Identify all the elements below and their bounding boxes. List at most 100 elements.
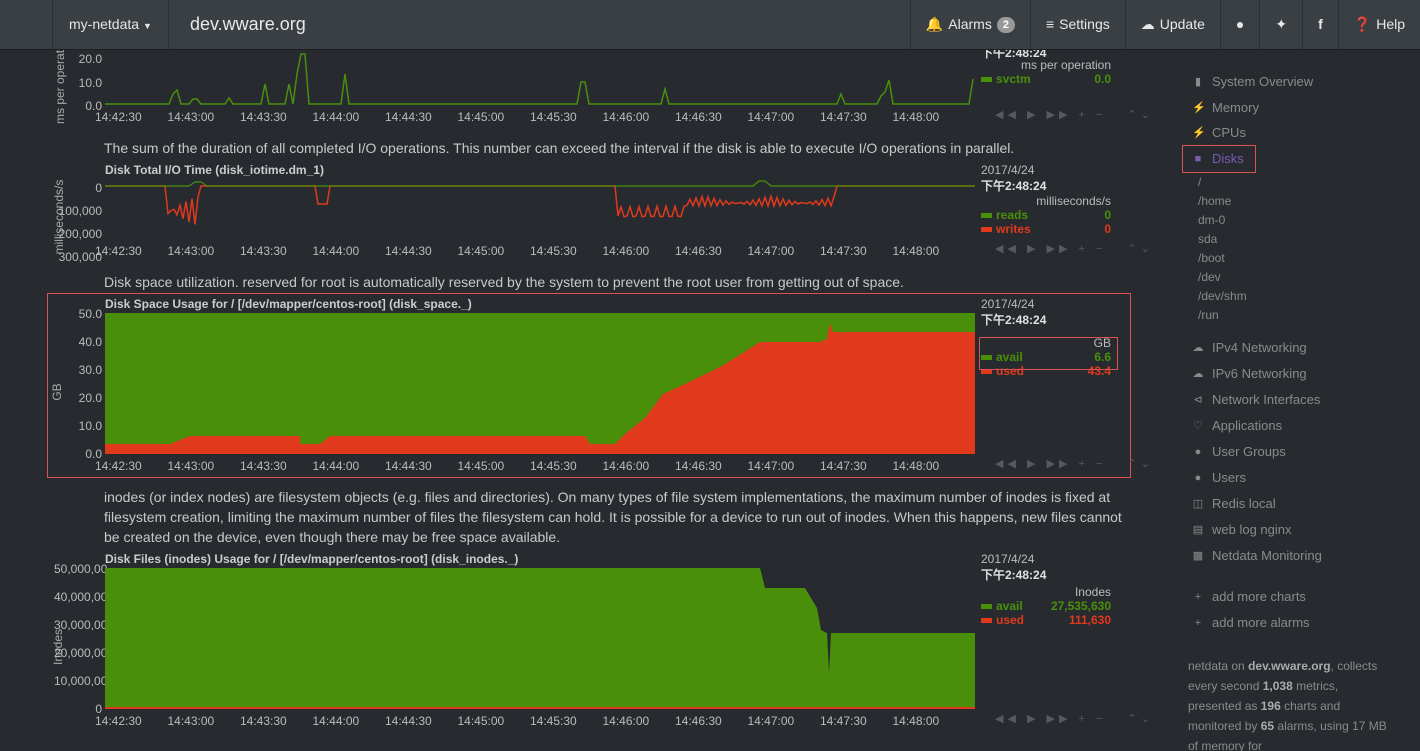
sidebar-item-user-groups[interactable]: ● User Groups xyxy=(1192,444,1286,459)
x-tick: 14:46:30 xyxy=(675,244,722,258)
disk-subitem[interactable]: /dev xyxy=(1198,270,1221,284)
legend-swatch xyxy=(981,212,992,218)
iotime-legend: 2017/4/24 下午2:48:24 milliseconds/s reads… xyxy=(981,163,1111,236)
sidebar-item-ipv6[interactable]: ☁ IPv6 Networking xyxy=(1192,366,1307,381)
update-button[interactable]: ☁ Update xyxy=(1124,0,1220,49)
disks-highlight xyxy=(1182,145,1256,173)
legend-row[interactable]: reads 0 xyxy=(981,208,1111,222)
space-chart[interactable] xyxy=(105,313,975,454)
bookmark-icon: ▮ xyxy=(1194,76,1202,88)
github-button[interactable]: ● xyxy=(1219,0,1259,49)
sidebar-item-memory[interactable]: ⚡ Memory xyxy=(1192,100,1259,115)
legend-swatch xyxy=(981,368,992,374)
space-legend-highlight xyxy=(979,337,1118,370)
disk-subitem[interactable]: /home xyxy=(1198,194,1232,208)
svctm-legend: 下午2:48:24 ms per operation svctm 0.0 xyxy=(981,50,1111,86)
settings-button[interactable]: ≡ Settings xyxy=(1029,0,1125,49)
legend-name: avail xyxy=(996,350,1023,364)
disk-subitem[interactable]: /dev/shm xyxy=(1198,289,1247,303)
chart-toolbar[interactable]: ◀◀ ▶ ▶▶ + − ⌃⌄ xyxy=(995,109,1154,121)
twitter-button[interactable]: ✦ xyxy=(1259,0,1302,49)
sidebar-item-redis[interactable]: ◫ Redis local xyxy=(1192,496,1276,511)
facebook-button[interactable]: f xyxy=(1302,0,1338,49)
legend-row[interactable]: avail 27,535,630 xyxy=(981,599,1111,613)
x-tick: 14:44:00 xyxy=(312,244,360,258)
x-tick: 14:44:30 xyxy=(385,244,432,258)
add-more-alarms-link[interactable]: + add more alarms xyxy=(1192,615,1310,630)
users-icon: ● xyxy=(1194,445,1202,458)
legend-swatch xyxy=(981,226,992,232)
legend-value: 43.4 xyxy=(1087,364,1111,378)
add-more-charts-link[interactable]: + add more charts xyxy=(1192,589,1306,604)
disk-subitem[interactable]: /run xyxy=(1198,308,1219,322)
x-tick: 14:45:30 xyxy=(530,110,577,124)
sidebar-item-network-interfaces[interactable]: ⊲ Network Interfaces xyxy=(1192,392,1320,407)
iotime-chart[interactable] xyxy=(105,176,975,240)
disk-subitem[interactable]: dm-0 xyxy=(1198,213,1226,227)
sidebar-item-users[interactable]: ● Users xyxy=(1192,470,1246,485)
chart-toolbar[interactable]: ◀◀ ▶ ▶▶ + − ⌃⌄ xyxy=(995,458,1154,470)
sidebar-item-label: web log nginx xyxy=(1212,522,1292,537)
legend-row[interactable]: avail 6.6 xyxy=(981,350,1111,364)
inodes-chart[interactable] xyxy=(105,568,975,709)
sidebar-item-label: Applications xyxy=(1212,418,1283,433)
x-tick: 14:47:30 xyxy=(820,459,867,473)
chart-toolbar[interactable]: ◀◀ ▶ ▶▶ + − ⌃⌄ xyxy=(995,713,1154,725)
y-tick: 50,000,00 xyxy=(54,562,108,576)
bolt-icon: ⚡ xyxy=(1192,102,1206,114)
x-tick: 14:45:00 xyxy=(457,714,505,728)
legend-row[interactable]: used 43.4 xyxy=(981,364,1111,378)
sidebar-item-web-log[interactable]: ▤ web log nginx xyxy=(1192,522,1292,537)
inodes-x-axis: 14:42:30 14:43:00 14:43:30 14:44:00 14:44:30… xyxy=(0,714,1000,728)
sidebar-item-label: Redis local xyxy=(1212,496,1276,511)
x-tick: 14:46:30 xyxy=(675,459,722,473)
sidebar-item-netdata-monitoring[interactable]: ▩ Netdata Monitoring xyxy=(1192,548,1322,563)
x-tick: 14:42:30 xyxy=(95,714,142,728)
sidebar-item-label: Disks xyxy=(1212,151,1244,166)
y-tick: 300,000 xyxy=(58,250,102,264)
disk-subitem[interactable]: sda xyxy=(1198,232,1218,246)
legend-value: 111,630 xyxy=(1068,613,1111,627)
footer-host: dev.wware.org xyxy=(1248,659,1331,673)
sidebar-item-ipv4[interactable]: ☁ IPv4 Networking xyxy=(1192,340,1307,355)
server-menu-label: my-netdata xyxy=(69,16,140,32)
server-menu-button[interactable]: my-netdata ▼ xyxy=(52,0,169,49)
sidebar-item-label: CPUs xyxy=(1212,125,1246,140)
user-icon: ● xyxy=(1194,471,1202,484)
chart-toolbar[interactable]: ◀◀ ▶ ▶▶ + − ⌃⌄ xyxy=(995,243,1154,255)
y-tick: 0.0 xyxy=(85,447,102,461)
legend-row[interactable]: svctm 0.0 xyxy=(981,72,1111,86)
space-description: Disk space utilization. reserved for roo… xyxy=(104,274,904,290)
y-tick: 50.0 xyxy=(78,307,102,321)
sidebar-item-cpus[interactable]: ⚡ CPUs xyxy=(1192,125,1246,140)
cloud-icon: ☁ xyxy=(1192,342,1204,354)
legend-row[interactable]: writes 0 xyxy=(981,222,1111,236)
disk-subitem[interactable]: / xyxy=(1198,175,1202,189)
disk-subitem[interactable]: /boot xyxy=(1198,251,1225,265)
x-tick: 14:44:00 xyxy=(312,459,360,473)
x-tick: 14:47:00 xyxy=(747,714,795,728)
sidebar-item-label: IPv6 Networking xyxy=(1212,366,1307,381)
x-tick: 14:45:30 xyxy=(530,459,577,473)
sidebar-item-system-overview[interactable]: ▮ System Overview xyxy=(1192,74,1313,89)
alarms-button[interactable]: 🔔 Alarms 2 xyxy=(909,0,1030,49)
y-tick: 20,000,00 xyxy=(54,646,108,660)
legend-value: 27,535,630 xyxy=(1050,599,1111,613)
svctm-chart[interactable] xyxy=(105,50,975,106)
top-navbar: my-netdata ▼ dev.wware.org 🔔 Alarms 2 ≡ Set… xyxy=(0,0,1420,50)
sliders-icon: ≡ xyxy=(1045,16,1055,32)
x-tick: 14:47:00 xyxy=(747,459,795,473)
sidebar-item-disks[interactable]: ■ Disks xyxy=(1192,151,1244,166)
footer-text: charts and monitored by xyxy=(1188,699,1341,733)
svctm-x-axis: 14:42:30 14:43:00 14:43:30 14:44:00 14:44:30… xyxy=(0,110,1000,124)
legend-row[interactable]: used 111,630 xyxy=(981,613,1111,627)
legend-units: milliseconds/s xyxy=(1036,194,1111,208)
inodes-description: inodes (or index nodes) are filesystem o… xyxy=(104,489,1122,545)
x-tick: 14:44:30 xyxy=(385,110,432,124)
sidebar-item-applications[interactable]: ♡ Applications xyxy=(1192,418,1282,433)
caret-down-icon: ▼ xyxy=(142,21,152,31)
sidebar-nav: ▮ System Overview ⚡ Memory ⚡ CPUs ■ Disks / … xyxy=(1170,50,1420,751)
sidebar-item-label: Network Interfaces xyxy=(1212,392,1321,407)
x-tick: 14:44:00 xyxy=(312,110,360,124)
help-button[interactable]: ❓ Help xyxy=(1337,0,1420,49)
